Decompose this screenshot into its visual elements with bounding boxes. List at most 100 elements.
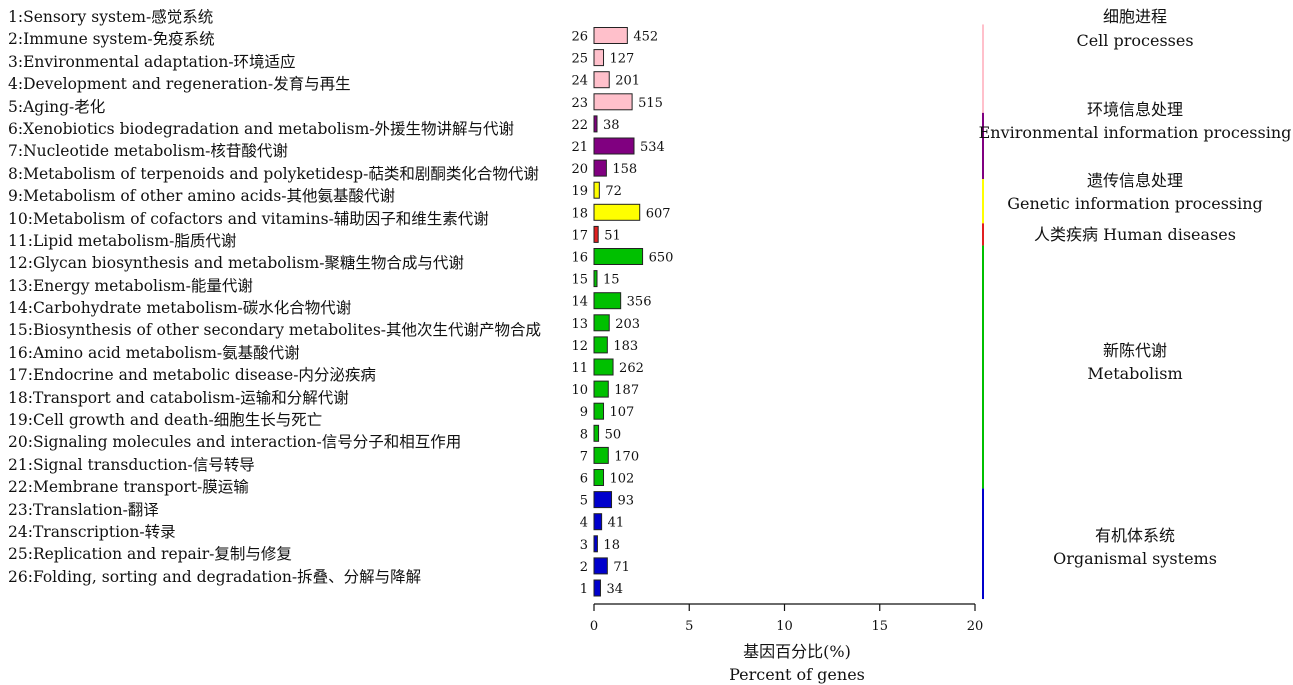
bar-7 <box>593 446 609 464</box>
category-label-4: 4 <box>580 516 588 531</box>
data-label-16: 650 <box>649 251 674 266</box>
x-axis-label-en: Percent of genes <box>729 665 865 684</box>
category-label-5: 5 <box>580 494 588 509</box>
category-label-10: 10 <box>571 383 588 398</box>
legend-item: 11:Lipid metabolism-脂质代谢 <box>8 231 237 250</box>
data-label-2: 71 <box>613 560 630 575</box>
group-label-cn: 细胞进程 <box>1103 7 1167 26</box>
data-label-3: 18 <box>603 538 620 553</box>
legend-item: 2:Immune system-免疫系统 <box>8 30 215 49</box>
bar-17 <box>593 225 599 243</box>
legend-item: 6:Xenobiotics biodegradation and metabol… <box>8 119 515 138</box>
legend-item: 1:Sensory system-感觉系统 <box>8 8 214 26</box>
data-label-18: 607 <box>646 206 671 221</box>
x-tick-label: 10 <box>776 619 793 634</box>
data-label-13: 203 <box>615 317 640 332</box>
category-label-25: 25 <box>571 52 588 67</box>
data-label-5: 93 <box>618 494 635 509</box>
x-tick-label: 20 <box>967 619 984 634</box>
legend-item: 23:Translation-翻译 <box>8 500 159 519</box>
category-label-23: 23 <box>571 96 588 111</box>
bar-26 <box>593 27 628 44</box>
legend-item: 7:Nucleotide metabolism-核苷酸代谢 <box>8 142 288 161</box>
bar-9 <box>593 402 605 420</box>
group-label-cn: 人类疾病 Human diseases <box>1034 225 1236 244</box>
group-label-cn: 新陈代谢 <box>1103 341 1167 360</box>
legend-item: 8:Metabolism of terpenoids and polyketid… <box>8 164 539 183</box>
data-label-22: 38 <box>603 118 620 133</box>
legend-item: 14:Carbohydrate metabolism-碳水化合物代谢 <box>8 299 352 318</box>
data-label-4: 41 <box>608 516 625 531</box>
legend-item: 26:Folding, sorting and degradation-拆叠、分… <box>8 567 422 586</box>
data-label-17: 51 <box>604 228 621 243</box>
data-label-12: 183 <box>613 339 638 354</box>
data-label-26: 452 <box>633 30 658 45</box>
category-label-20: 20 <box>571 162 588 177</box>
group-annotations: 细胞进程 Cell processes 环境信息处理 Environmental in… <box>979 7 1291 600</box>
category-label-24: 24 <box>571 74 588 89</box>
category-label-7: 7 <box>580 449 588 464</box>
bar-25 <box>593 49 605 67</box>
legend-item: 10:Metabolism of cofactors and vitamins-… <box>8 209 489 228</box>
bar-12 <box>593 336 608 354</box>
bar-1 <box>593 579 601 597</box>
data-label-1: 34 <box>606 582 623 597</box>
bar-18 <box>593 203 641 221</box>
bar-23 <box>593 93 633 111</box>
bar-24 <box>593 71 610 89</box>
bar-14 <box>593 292 622 310</box>
category-label-16: 16 <box>571 251 588 266</box>
legend-item: 3:Environmental adaptation-环境适应 <box>8 52 296 71</box>
group-label-en: Organismal systems <box>1053 549 1217 568</box>
x-tick-label: 15 <box>871 619 888 634</box>
x-axis-label-cn: 基因百分比(%) <box>743 642 851 661</box>
data-label-25: 127 <box>610 52 635 67</box>
data-label-21: 534 <box>640 140 665 155</box>
data-label-10: 187 <box>614 383 639 398</box>
legend-item: 4:Development and regeneration-发育与再生 <box>8 75 351 94</box>
bar-4 <box>593 513 603 531</box>
data-label-11: 262 <box>619 361 644 376</box>
group-label-cn: 有机体系统 <box>1095 526 1175 545</box>
data-label-19: 72 <box>605 184 622 199</box>
data-label-20: 158 <box>612 162 637 177</box>
legend: 1:Sensory system-感觉系统 2:Immune system-免疫系… <box>8 6 568 588</box>
category-label-13: 13 <box>571 317 588 332</box>
bar-8 <box>593 424 600 442</box>
category-label-17: 17 <box>571 228 588 243</box>
legend-item: 20:Signaling molecules and interaction-信… <box>8 433 462 452</box>
category-label-19: 19 <box>571 184 588 199</box>
category-label-26: 26 <box>571 30 588 45</box>
x-axis: 0 5 10 15 20 <box>590 603 984 634</box>
category-label-22: 22 <box>571 118 588 133</box>
category-label-9: 9 <box>580 405 588 420</box>
group-label-en: Cell processes <box>1076 31 1193 50</box>
data-label-15: 15 <box>603 273 620 288</box>
data-label-14: 356 <box>627 295 652 310</box>
legend-item: 22:Membrane transport-膜运输 <box>8 478 249 497</box>
bar-19 <box>593 181 600 199</box>
bar-11 <box>593 358 614 376</box>
legend-item: 12:Glycan biosynthesis and metabolism-聚糖… <box>8 254 464 273</box>
legend-item: 24:Transcription-转录 <box>8 522 176 541</box>
category-label-2: 2 <box>580 560 588 575</box>
x-tick-label: 0 <box>590 619 598 634</box>
legend-item: 19:Cell growth and death-细胞生长与死亡 <box>8 411 323 430</box>
bar-10 <box>593 380 609 398</box>
category-label-15: 15 <box>571 273 588 288</box>
bar-16 <box>593 248 644 265</box>
data-label-23: 515 <box>638 96 663 111</box>
x-tick-label: 5 <box>685 619 693 634</box>
category-label-3: 3 <box>580 538 588 553</box>
data-label-6: 102 <box>610 472 635 487</box>
category-label-6: 6 <box>580 472 588 487</box>
legend-item: 15:Biosynthesis of other secondary metab… <box>8 321 542 340</box>
legend-item: 5:Aging-老化 <box>8 97 106 116</box>
bar-2 <box>593 557 608 575</box>
data-label-8: 50 <box>605 427 622 442</box>
category-label-18: 18 <box>571 206 588 221</box>
bar-15 <box>593 270 598 288</box>
data-label-24: 201 <box>615 74 640 89</box>
bar-21 <box>593 137 635 155</box>
